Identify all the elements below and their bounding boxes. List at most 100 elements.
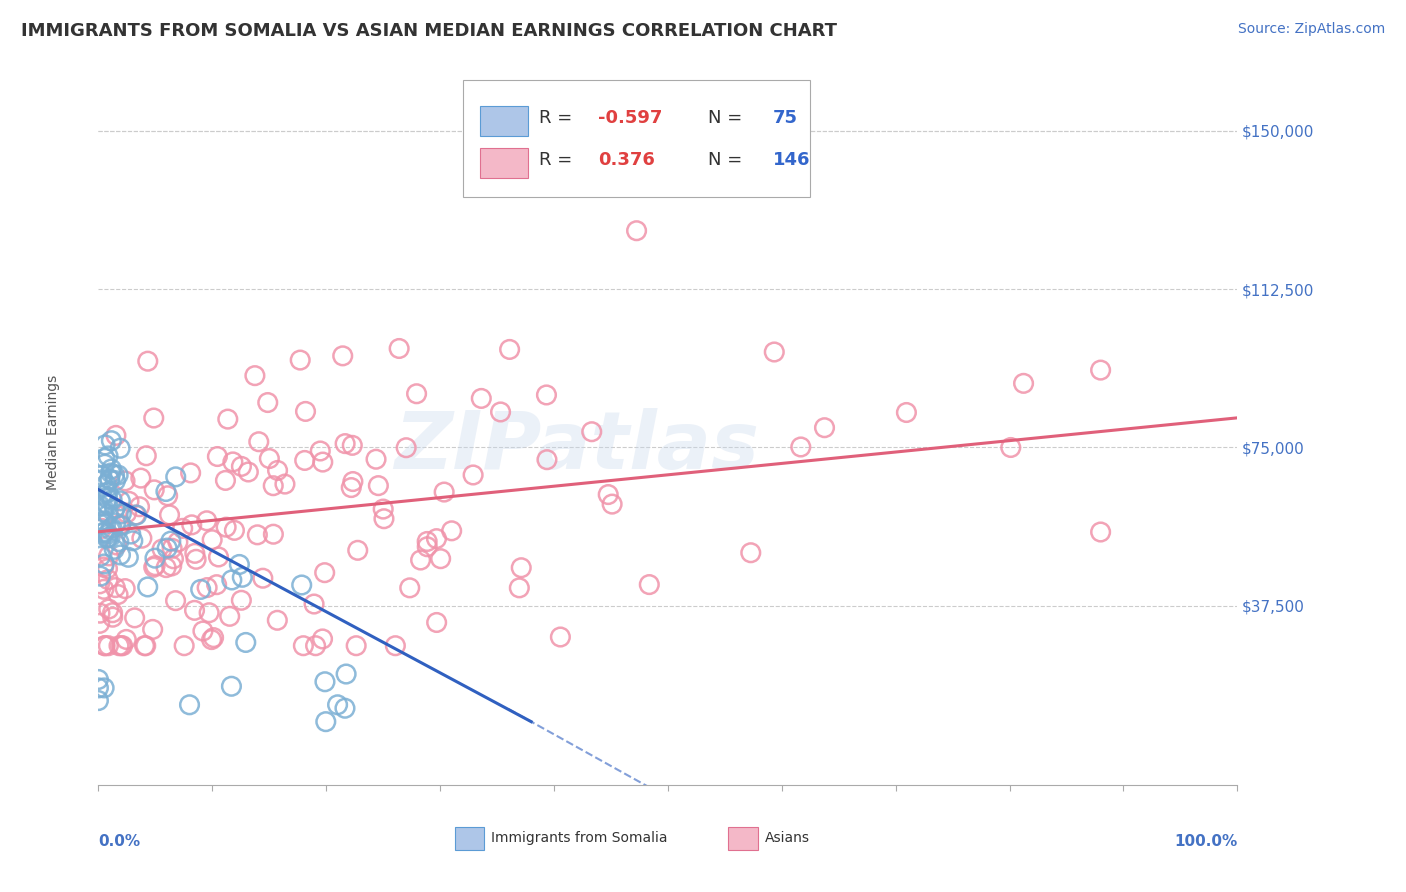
FancyBboxPatch shape bbox=[728, 827, 758, 850]
Point bbox=[262, 479, 284, 493]
Point bbox=[94, 517, 117, 532]
Point bbox=[165, 470, 187, 484]
Point bbox=[115, 506, 138, 520]
Point bbox=[167, 535, 190, 549]
Point bbox=[294, 453, 316, 467]
Point bbox=[262, 527, 284, 541]
Point bbox=[388, 342, 411, 356]
Point bbox=[165, 593, 187, 607]
Point bbox=[333, 436, 356, 450]
Point bbox=[489, 405, 512, 419]
Point bbox=[198, 606, 221, 620]
FancyBboxPatch shape bbox=[479, 148, 527, 178]
Point bbox=[222, 455, 245, 469]
FancyBboxPatch shape bbox=[463, 80, 810, 196]
Point bbox=[90, 468, 112, 483]
Point bbox=[104, 581, 127, 595]
Point bbox=[96, 531, 118, 545]
Point bbox=[425, 532, 447, 546]
Point bbox=[179, 698, 201, 712]
FancyBboxPatch shape bbox=[456, 827, 485, 850]
Point bbox=[1090, 363, 1112, 377]
Point bbox=[150, 542, 173, 557]
Point bbox=[97, 527, 120, 541]
Point bbox=[93, 557, 115, 571]
Point bbox=[97, 531, 120, 545]
Point bbox=[314, 566, 336, 580]
Point bbox=[131, 531, 153, 545]
Point bbox=[409, 553, 432, 567]
Point bbox=[134, 639, 156, 653]
Point bbox=[291, 578, 314, 592]
Point bbox=[235, 635, 257, 649]
Text: Immigrants from Somalia: Immigrants from Somalia bbox=[491, 830, 668, 845]
Point bbox=[125, 508, 148, 522]
Point bbox=[142, 411, 165, 425]
Point bbox=[114, 474, 136, 488]
Point bbox=[155, 560, 177, 574]
Point bbox=[160, 558, 183, 573]
Point bbox=[97, 498, 120, 512]
Point bbox=[97, 449, 120, 463]
Point bbox=[155, 484, 177, 499]
Point bbox=[129, 471, 152, 485]
Point bbox=[105, 538, 128, 552]
Point bbox=[89, 616, 111, 631]
Point bbox=[790, 440, 813, 454]
Text: ZIPatlas: ZIPatlas bbox=[394, 408, 759, 486]
Point bbox=[135, 449, 157, 463]
Text: 146: 146 bbox=[773, 151, 810, 169]
Point bbox=[536, 388, 558, 402]
Point bbox=[342, 438, 364, 452]
Point bbox=[433, 485, 456, 500]
Point bbox=[373, 512, 395, 526]
Point bbox=[405, 386, 427, 401]
Point bbox=[180, 517, 202, 532]
Point bbox=[98, 530, 121, 544]
Point bbox=[159, 508, 181, 522]
Point bbox=[342, 475, 364, 489]
Point bbox=[332, 349, 354, 363]
Point bbox=[110, 548, 132, 562]
Point bbox=[224, 524, 246, 538]
Point bbox=[110, 507, 132, 521]
Point bbox=[143, 551, 166, 566]
Point bbox=[312, 455, 335, 469]
Point bbox=[108, 639, 131, 653]
Text: 100.0%: 100.0% bbox=[1174, 834, 1237, 849]
FancyBboxPatch shape bbox=[479, 106, 527, 136]
Point bbox=[93, 560, 115, 574]
Point bbox=[292, 639, 315, 653]
Point bbox=[246, 528, 269, 542]
Point bbox=[335, 667, 357, 681]
Point bbox=[536, 452, 558, 467]
Point bbox=[89, 577, 111, 591]
Point bbox=[90, 521, 112, 535]
Point bbox=[344, 639, 367, 653]
Point bbox=[333, 701, 356, 715]
Point bbox=[326, 698, 349, 712]
Point bbox=[201, 632, 224, 647]
Point bbox=[93, 514, 115, 528]
Point bbox=[243, 368, 266, 383]
Point bbox=[205, 577, 228, 591]
Point bbox=[97, 602, 120, 616]
Point bbox=[101, 521, 124, 535]
Point bbox=[183, 603, 205, 617]
Point bbox=[94, 438, 117, 452]
Point bbox=[195, 514, 218, 528]
Point bbox=[156, 489, 179, 503]
Point bbox=[510, 560, 533, 574]
Point bbox=[231, 459, 253, 474]
Point bbox=[143, 558, 166, 573]
Point bbox=[93, 681, 115, 695]
Point bbox=[498, 343, 520, 357]
Point bbox=[136, 580, 159, 594]
Text: R =: R = bbox=[538, 151, 572, 169]
Point bbox=[87, 681, 110, 695]
Point bbox=[416, 534, 439, 549]
Point bbox=[98, 523, 121, 537]
Point bbox=[252, 571, 274, 585]
Point bbox=[398, 581, 420, 595]
Point bbox=[763, 345, 786, 359]
